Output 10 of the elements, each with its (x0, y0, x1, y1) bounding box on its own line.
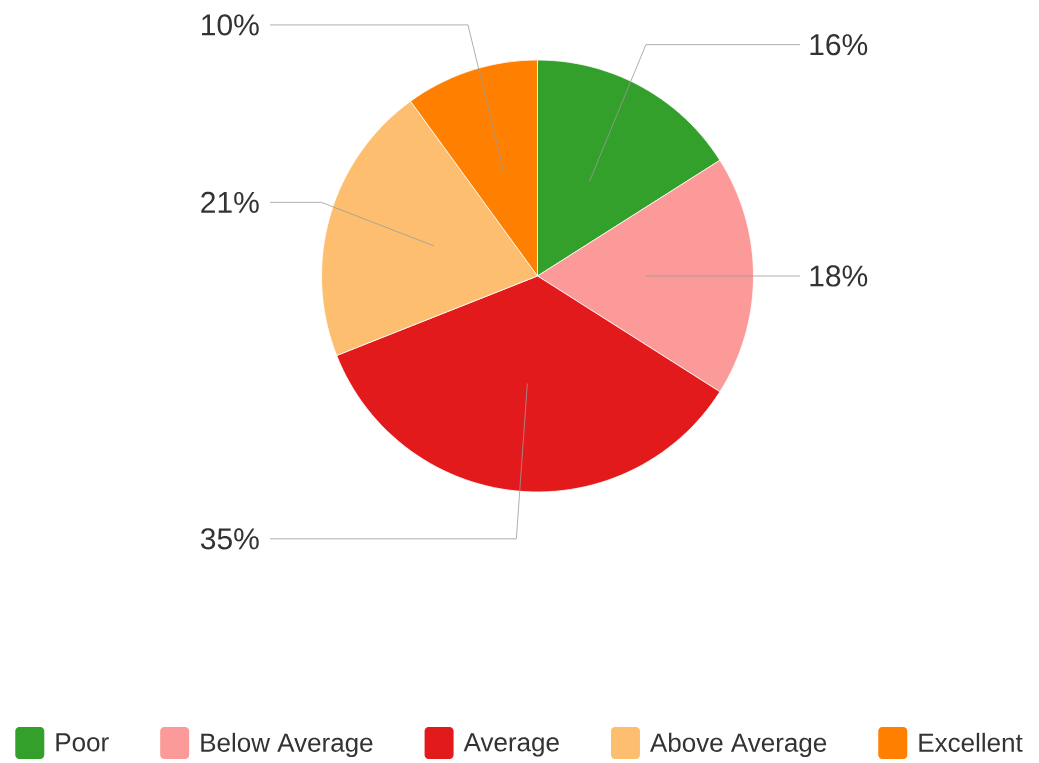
legend-label: Average (463, 733, 559, 757)
legend-label: Above Average (650, 732, 827, 758)
data-label: 35% (200, 528, 259, 550)
data-label: 10% (202, 14, 259, 36)
legend-label: Below Average (201, 732, 373, 758)
data-label: 21% (201, 191, 259, 213)
data-label: 18% (810, 265, 868, 287)
legend-label: Excellent (919, 732, 1023, 752)
legend-label: Poor (56, 733, 109, 752)
data-label: 16% (810, 34, 868, 56)
